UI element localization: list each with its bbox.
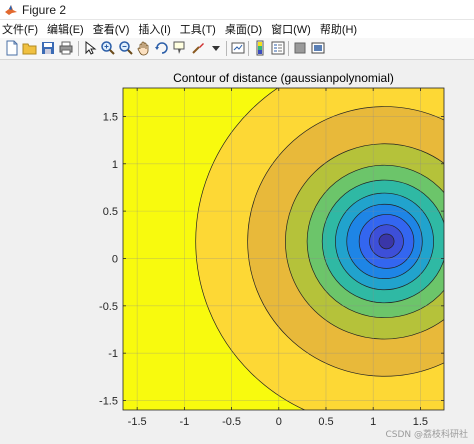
x-tick-label: -0.5 [222,416,241,428]
pan-hand-icon[interactable] [136,40,152,56]
x-tick-label: 0 [276,416,282,428]
figure-toolbar [0,38,474,60]
y-tick-label: 0 [112,253,118,265]
brush-icon[interactable] [190,40,206,56]
show-plot-tools-icon[interactable] [310,40,326,56]
grid-lines [123,88,444,410]
x-tick-label: -1.5 [128,416,147,428]
link-plot-icon[interactable] [230,40,246,56]
select-arrow-icon[interactable] [82,40,98,56]
toolbar-separator [288,41,289,56]
y-tick-label: -1 [108,348,118,360]
open-file-icon[interactable] [22,40,38,56]
menu-window[interactable]: 窗口(W) [271,24,311,36]
menu-tools[interactable]: 工具(T) [179,24,216,36]
menu-edit[interactable]: 编辑(E) [47,24,84,36]
save-icon[interactable] [40,40,56,56]
brush-dropdown-icon[interactable] [208,40,224,56]
rotate-3d-icon[interactable] [154,40,170,56]
x-tick-label: 1.5 [413,416,428,428]
toolbar-separator [226,41,227,56]
window-title: Figure 2 [22,2,67,17]
y-tick-label: 1 [112,159,118,171]
matlab-icon [5,4,17,15]
y-tick-label: -1.5 [99,396,118,408]
x-tick-label: -1 [179,416,189,428]
print-icon[interactable] [58,40,74,56]
window-titlebar: Figure 2 [0,0,474,20]
insert-legend-icon[interactable] [270,40,286,56]
hide-plot-tools-icon[interactable] [292,40,308,56]
zoom-out-icon[interactable] [118,40,134,56]
toolbar-separator [248,41,249,56]
new-figure-icon[interactable] [4,40,20,56]
y-tick-label: -0.5 [99,301,118,313]
axes-box [122,87,445,411]
menu-desktop[interactable]: 桌面(D) [224,24,263,36]
contour-level-10 [378,233,395,250]
menu-bar: 文件(F) 编辑(E) 查看(V) 插入(I) 工具(T) 桌面(D) 窗口(W… [0,20,474,38]
insert-colorbar-icon[interactable] [252,40,268,56]
contour-plot[interactable]: -1.5 -1 -0.5 0 0.5 1 1.5 1.5 1 0.5 0 -0.5 -1 -1.5 Cont… [0,60,474,444]
chart-title: Contour of distance (gaussianpolynomial) [173,71,394,85]
menu-insert[interactable]: 插入(I) [138,24,171,36]
contour-fill-group [123,88,444,410]
menu-view[interactable]: 查看(V) [92,24,130,36]
menu-help[interactable]: 帮助(H) [319,24,358,36]
x-tick-label: 1 [370,416,376,428]
y-tick-label: 1.5 [103,111,118,123]
y-tick-label: 0.5 [103,206,118,218]
zoom-in-icon[interactable] [100,40,116,56]
watermark-text: CSDN @荔枝科研社 [385,430,468,440]
x-tick-label: 0.5 [318,416,333,428]
toolbar-separator [78,41,79,56]
data-cursor-icon[interactable] [172,40,188,56]
menu-file[interactable]: 文件(F) [2,24,39,36]
